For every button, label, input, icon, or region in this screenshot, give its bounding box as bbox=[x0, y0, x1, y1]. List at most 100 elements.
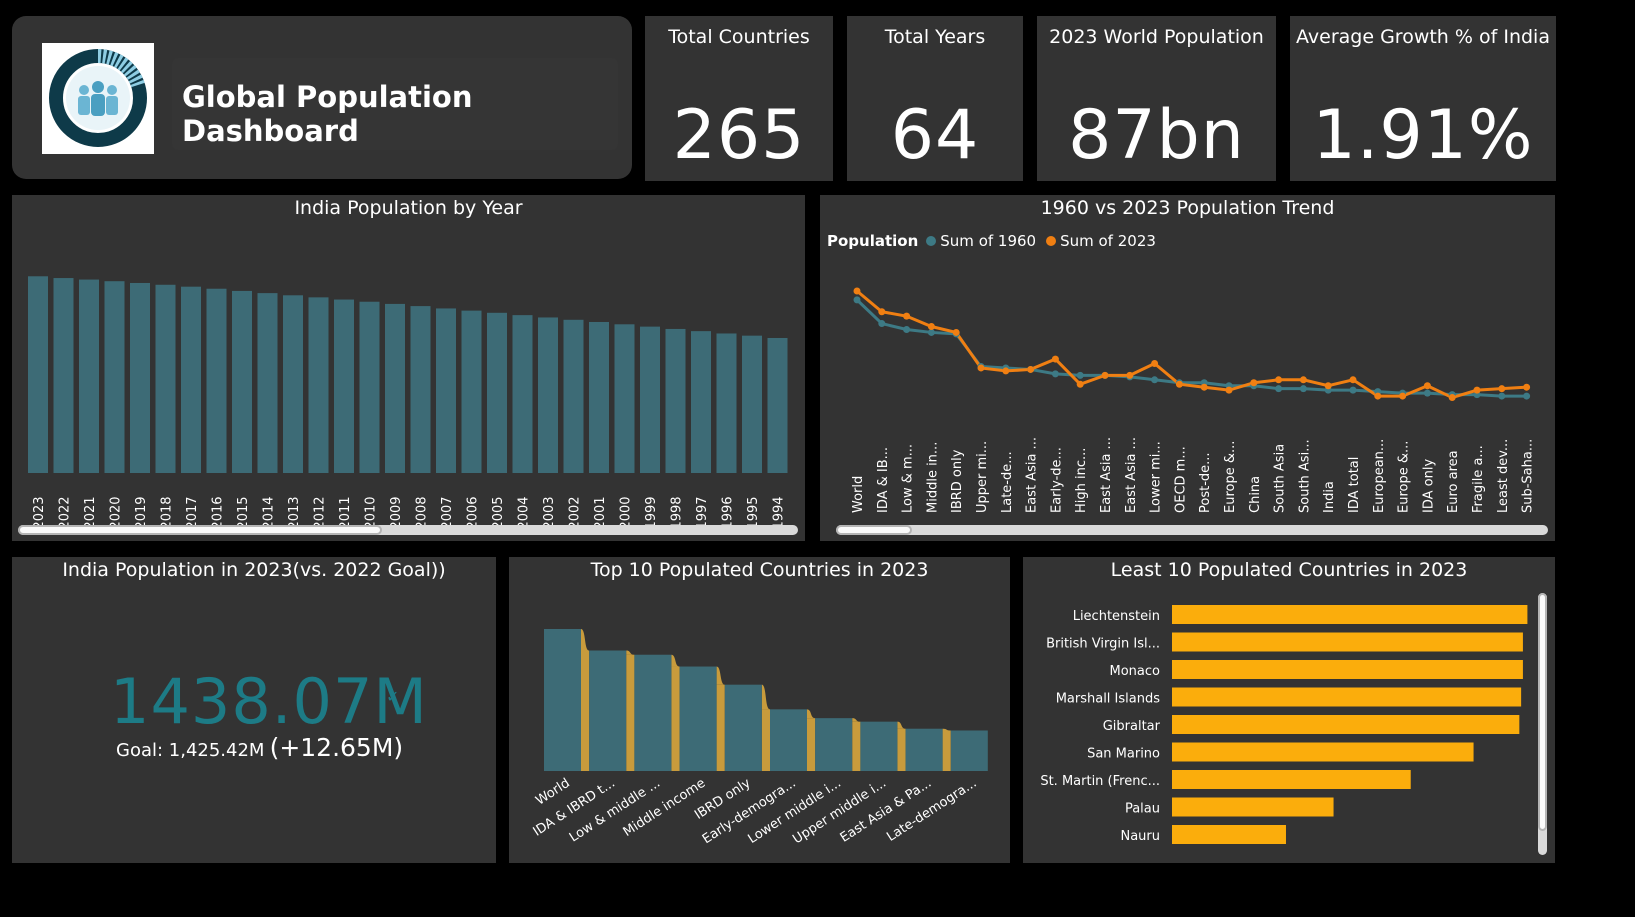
data-point[interactable] bbox=[1002, 367, 1010, 375]
bar-4[interactable] bbox=[1172, 715, 1520, 734]
data-point[interactable] bbox=[1324, 382, 1332, 390]
data-point[interactable] bbox=[1126, 371, 1134, 379]
bar-5[interactable] bbox=[1172, 742, 1474, 762]
data-point[interactable] bbox=[1076, 371, 1084, 379]
data-point[interactable] bbox=[1399, 392, 1407, 400]
data-point[interactable] bbox=[1423, 389, 1431, 397]
bar-1995[interactable] bbox=[742, 335, 762, 473]
legend-label-1960[interactable]: Sum of 1960 bbox=[940, 232, 1037, 250]
data-point[interactable] bbox=[1275, 376, 1283, 384]
data-point[interactable] bbox=[903, 312, 911, 320]
bar-3[interactable] bbox=[679, 666, 717, 771]
bar-2017[interactable] bbox=[181, 286, 201, 473]
bar-2000[interactable] bbox=[614, 324, 635, 473]
data-point[interactable] bbox=[1523, 383, 1531, 391]
bar-2001[interactable] bbox=[589, 321, 609, 473]
bar-1[interactable] bbox=[1172, 632, 1523, 652]
scrollbar-thumb[interactable] bbox=[1538, 593, 1547, 831]
data-point[interactable] bbox=[1349, 376, 1357, 384]
bar-2014[interactable] bbox=[257, 293, 278, 473]
bar-2022[interactable] bbox=[53, 278, 74, 473]
bar-7[interactable] bbox=[860, 721, 898, 771]
bar-1[interactable] bbox=[589, 650, 627, 771]
data-point[interactable] bbox=[903, 325, 911, 333]
data-point[interactable] bbox=[1498, 385, 1506, 393]
horizontal-scrollbar[interactable] bbox=[836, 525, 1548, 535]
data-point[interactable] bbox=[927, 323, 935, 331]
bar-2[interactable] bbox=[1172, 660, 1523, 679]
data-point[interactable] bbox=[1498, 392, 1506, 400]
data-point[interactable] bbox=[1151, 376, 1159, 384]
data-point[interactable] bbox=[1349, 386, 1357, 394]
bar-2010[interactable] bbox=[359, 301, 380, 473]
data-point[interactable] bbox=[1051, 370, 1059, 378]
data-point[interactable] bbox=[1423, 382, 1431, 390]
data-point[interactable] bbox=[853, 296, 861, 304]
bar-2015[interactable] bbox=[232, 290, 252, 473]
bar-1994[interactable] bbox=[767, 337, 788, 473]
bar-8[interactable] bbox=[1172, 825, 1286, 844]
bar-2021[interactable] bbox=[79, 279, 99, 473]
data-point[interactable] bbox=[1027, 365, 1035, 373]
data-point[interactable] bbox=[977, 364, 985, 372]
bar-0[interactable] bbox=[544, 629, 581, 771]
data-point[interactable] bbox=[1523, 392, 1531, 400]
scrollbar-thumb[interactable] bbox=[18, 525, 382, 535]
bar-2020[interactable] bbox=[104, 281, 125, 473]
bar-1996[interactable] bbox=[716, 333, 737, 473]
data-point[interactable] bbox=[853, 287, 861, 295]
data-point[interactable] bbox=[1101, 371, 1109, 379]
bar-2019[interactable] bbox=[130, 282, 150, 473]
bar-4[interactable] bbox=[724, 684, 762, 771]
bar-2004[interactable] bbox=[512, 315, 533, 473]
data-point[interactable] bbox=[1051, 355, 1059, 363]
data-point[interactable] bbox=[878, 308, 886, 316]
data-point[interactable] bbox=[1175, 380, 1183, 388]
data-point[interactable] bbox=[1151, 360, 1159, 368]
bar-2005[interactable] bbox=[487, 312, 507, 473]
bar-2011[interactable] bbox=[334, 299, 354, 473]
data-point[interactable] bbox=[1473, 386, 1481, 394]
data-point[interactable] bbox=[878, 320, 886, 328]
data-point[interactable] bbox=[1448, 394, 1456, 402]
ribbon-connector bbox=[716, 684, 725, 771]
bar-6[interactable] bbox=[1172, 770, 1411, 789]
bar-5[interactable] bbox=[770, 709, 807, 771]
bar-2016[interactable] bbox=[206, 288, 227, 473]
bar-2023[interactable] bbox=[28, 276, 48, 473]
data-point[interactable] bbox=[952, 328, 960, 336]
bar-1997[interactable] bbox=[691, 331, 711, 473]
data-point[interactable] bbox=[1225, 386, 1233, 394]
data-point[interactable] bbox=[1299, 376, 1307, 384]
data-point[interactable] bbox=[1299, 385, 1307, 393]
bar-2008[interactable] bbox=[410, 306, 431, 473]
data-point[interactable] bbox=[1275, 385, 1283, 393]
bar-1999[interactable] bbox=[640, 326, 660, 473]
bar-6[interactable] bbox=[815, 718, 853, 771]
bar-7[interactable] bbox=[1172, 797, 1334, 817]
x-tick-label: 1999 bbox=[644, 496, 659, 529]
bar-2[interactable] bbox=[634, 654, 672, 771]
scrollbar-thumb[interactable] bbox=[836, 525, 912, 535]
data-point[interactable] bbox=[1374, 392, 1382, 400]
bar-1998[interactable] bbox=[665, 328, 686, 473]
legend-label-2023[interactable]: Sum of 2023 bbox=[1060, 232, 1156, 250]
bar-2012[interactable] bbox=[308, 297, 329, 473]
bar-2018[interactable] bbox=[155, 284, 176, 473]
bar-2003[interactable] bbox=[538, 317, 558, 473]
bar-2006[interactable] bbox=[461, 310, 482, 473]
bar-2009[interactable] bbox=[385, 303, 405, 473]
bar-2002[interactable] bbox=[563, 319, 584, 473]
data-point[interactable] bbox=[1076, 380, 1084, 388]
bar-2013[interactable] bbox=[283, 295, 303, 473]
bar-2007[interactable] bbox=[436, 308, 456, 473]
bar-9[interactable] bbox=[950, 730, 988, 771]
data-point[interactable] bbox=[1200, 383, 1208, 391]
horizontal-scrollbar[interactable] bbox=[18, 525, 798, 535]
bar-8[interactable] bbox=[905, 728, 943, 771]
vertical-scrollbar[interactable] bbox=[1538, 593, 1547, 855]
bar-0[interactable] bbox=[1172, 605, 1528, 624]
data-point[interactable] bbox=[927, 328, 935, 336]
bar-3[interactable] bbox=[1172, 687, 1522, 707]
data-point[interactable] bbox=[1250, 379, 1258, 387]
